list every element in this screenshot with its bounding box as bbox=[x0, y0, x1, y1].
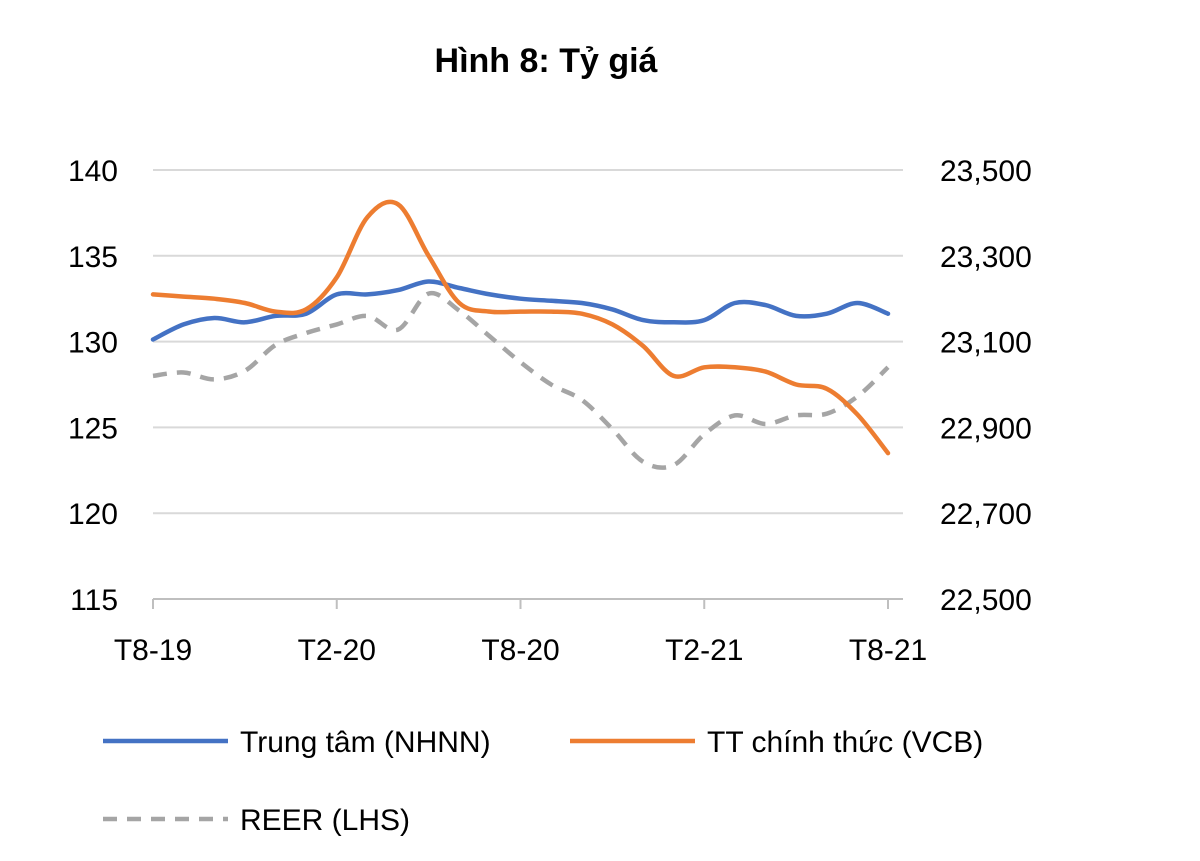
y-left-tick-label: 130 bbox=[68, 327, 118, 360]
y-axis-right: 22,500 22,700 22,900 23,100 23,300 23,500 bbox=[940, 155, 1032, 617]
x-tick-label: T8-20 bbox=[481, 634, 559, 667]
series-line-0 bbox=[150, 279, 891, 342]
y-right-tick-label: 23,300 bbox=[940, 241, 1032, 274]
y-left-tick-label: 140 bbox=[68, 155, 118, 188]
series-line-1 bbox=[150, 199, 891, 456]
y-right-tick-label: 23,500 bbox=[940, 155, 1032, 188]
y-left-tick-label: 125 bbox=[68, 412, 118, 445]
y-left-tick-label: 120 bbox=[68, 498, 118, 531]
y-right-tick-label: 22,700 bbox=[940, 498, 1032, 531]
legend: Trung tâm (NHNN) TT chính thức (VCB) REER … bbox=[103, 726, 983, 837]
series-line-2 bbox=[152, 290, 890, 470]
x-tick-label: T2-21 bbox=[665, 634, 743, 667]
x-axis bbox=[152, 598, 903, 609]
x-tick-label: T8-19 bbox=[114, 634, 192, 667]
gridlines bbox=[153, 169, 903, 515]
y-axis-left: 115 120 125 130 135 140 bbox=[68, 155, 118, 617]
y-left-tick-label: 115 bbox=[70, 584, 118, 617]
y-left-tick-label: 135 bbox=[68, 241, 118, 274]
chart-title: Hình 8: Tỷ giá bbox=[434, 42, 658, 80]
x-tick-label: T2-20 bbox=[298, 634, 376, 667]
legend-label: REER (LHS) bbox=[240, 804, 410, 837]
y-right-tick-label: 23,100 bbox=[940, 327, 1032, 360]
legend-label: TT chính thức (VCB) bbox=[707, 726, 983, 759]
legend-label: Trung tâm (NHNN) bbox=[240, 726, 491, 759]
series-lines bbox=[150, 199, 891, 470]
x-tick-label: T8-21 bbox=[849, 634, 927, 667]
y-right-tick-label: 22,500 bbox=[940, 584, 1032, 617]
y-right-tick-label: 22,900 bbox=[940, 412, 1032, 445]
x-axis-labels: T8-19 T2-20 T8-20 T2-21 T8-21 bbox=[114, 634, 927, 667]
